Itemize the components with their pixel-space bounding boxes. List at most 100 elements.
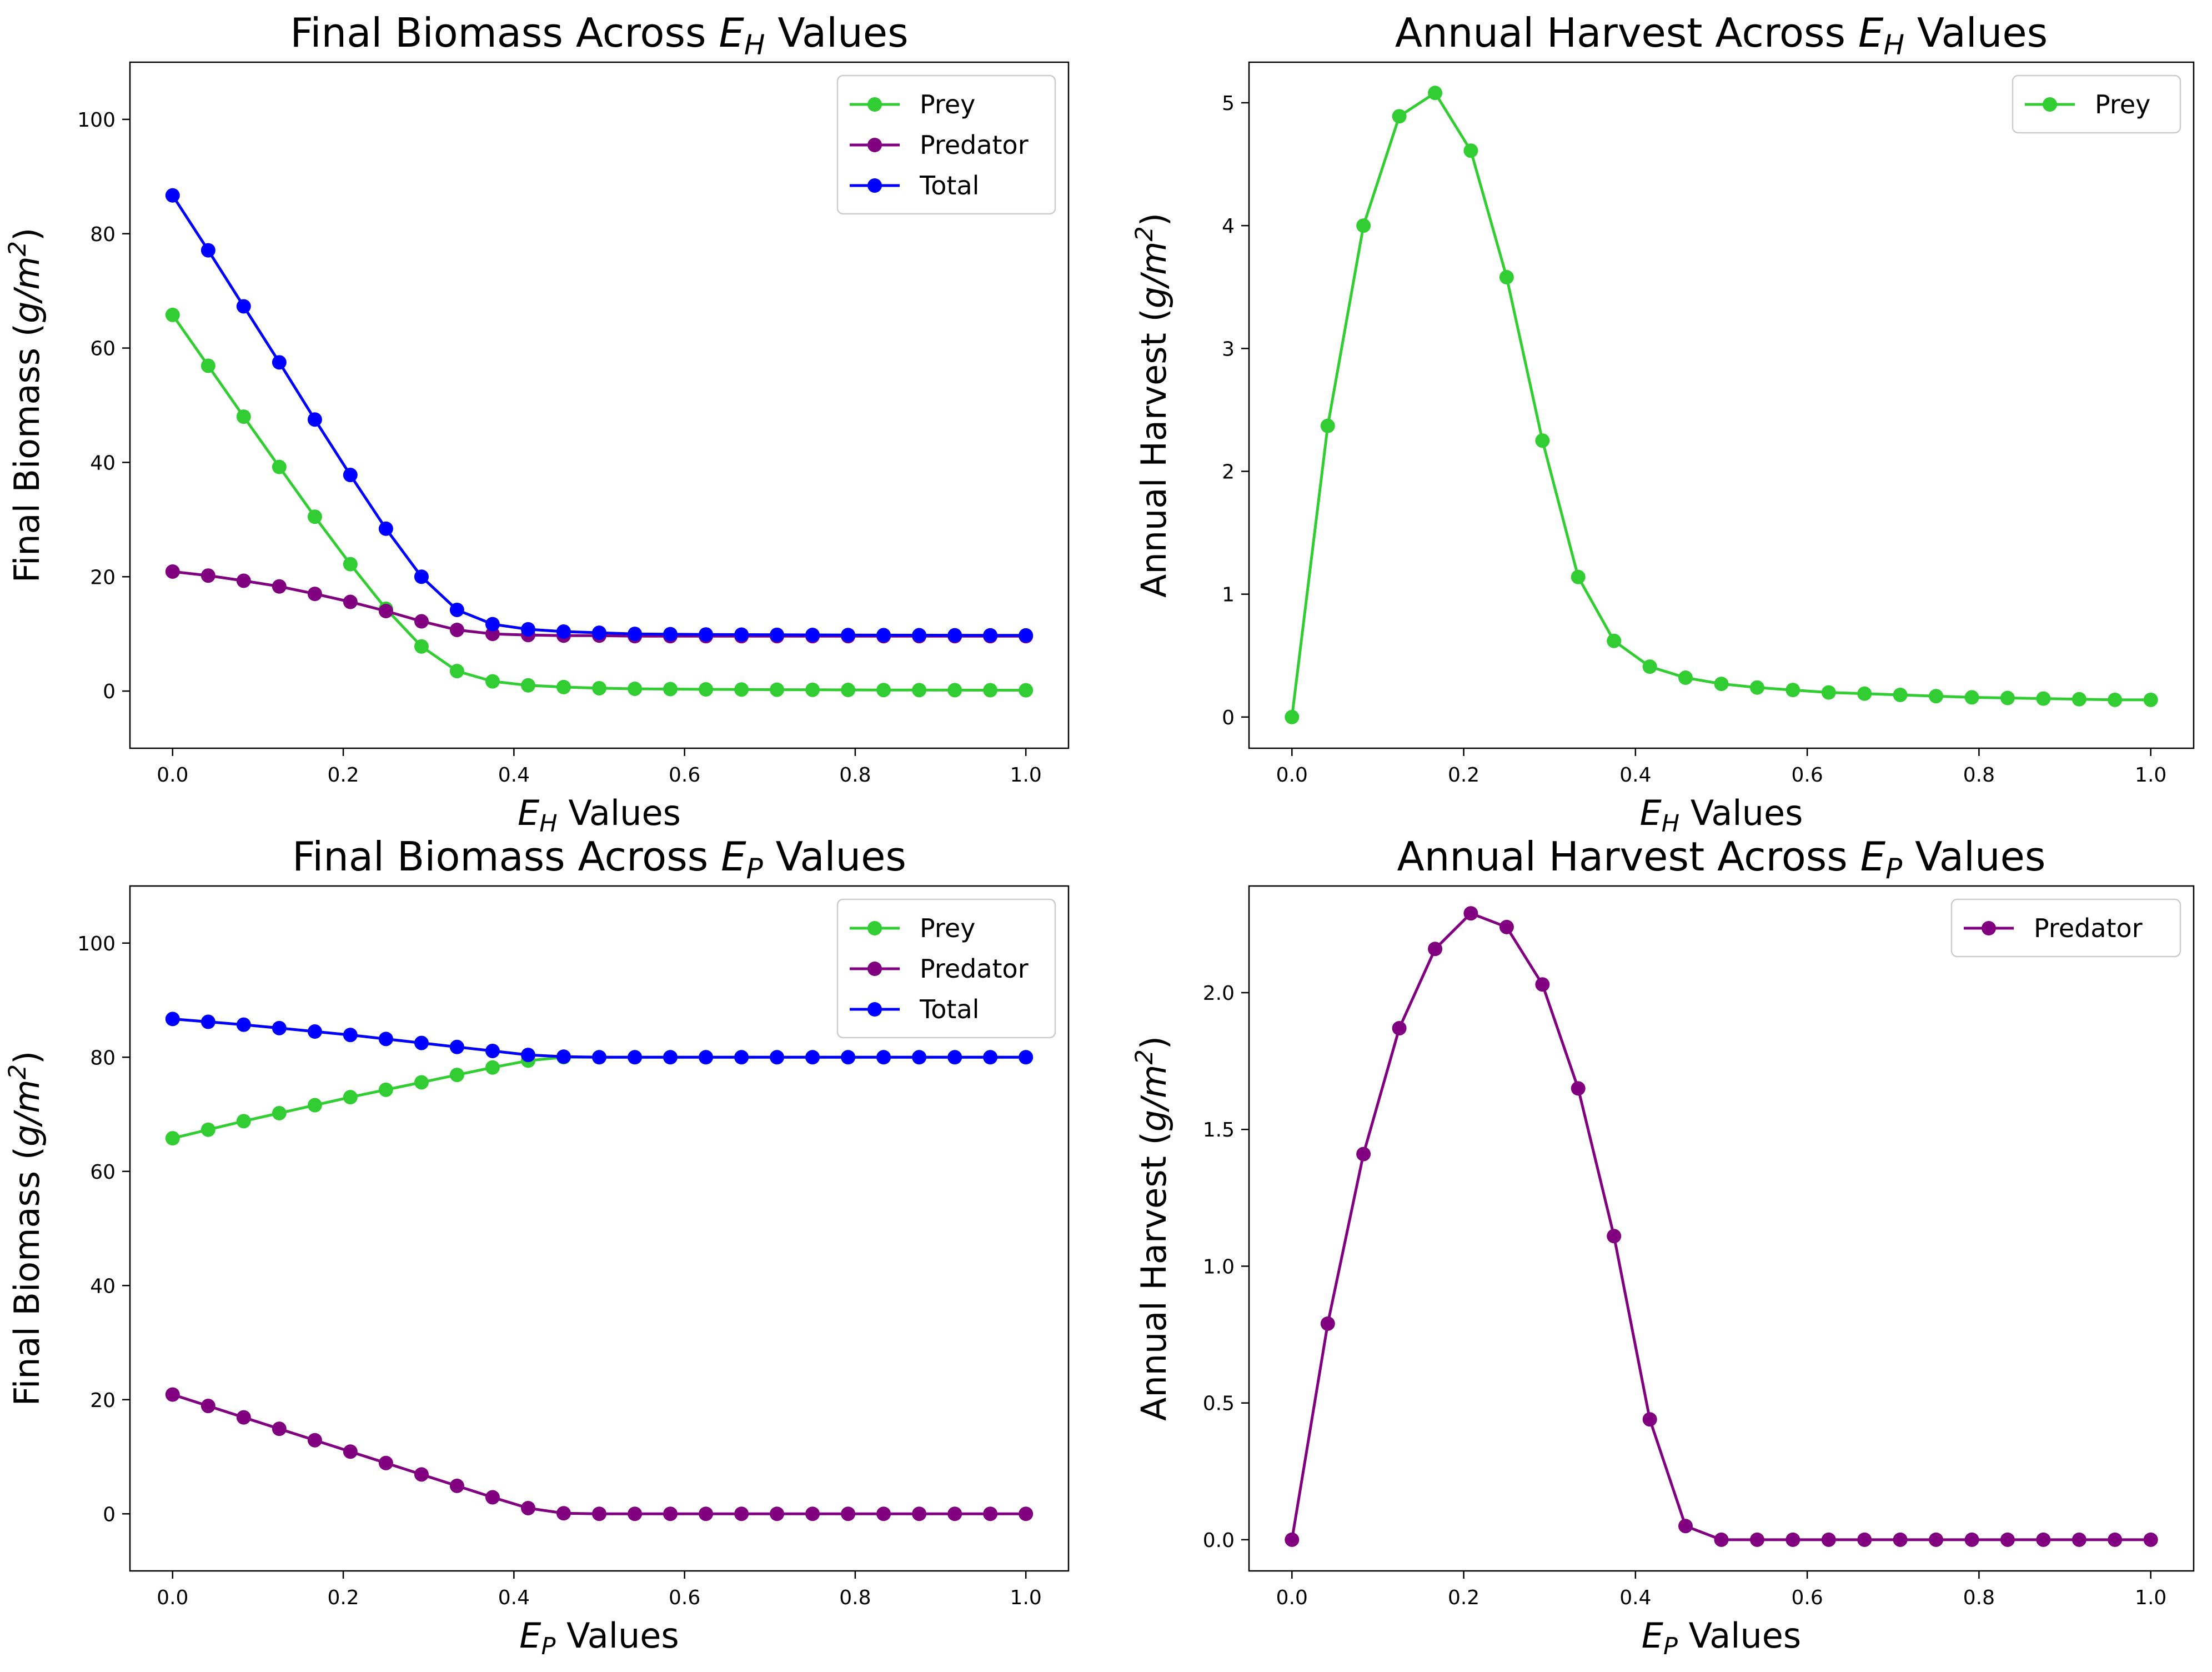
data-point — [200, 568, 215, 583]
legend-entry-predator: Predator — [920, 954, 1029, 984]
x-tick-label: 0.8 — [1963, 764, 1995, 787]
data-point — [805, 1050, 820, 1065]
x-tick-label: 0.6 — [669, 764, 700, 787]
data-point — [200, 358, 215, 373]
data-point — [699, 1506, 714, 1521]
legend-entry-prey: Prey — [920, 913, 975, 943]
legend-entry-predator: Predator — [920, 130, 1029, 160]
x-tick-label: 0.6 — [1792, 764, 1823, 787]
legend-box — [2012, 74, 2181, 134]
data-point — [165, 1012, 180, 1027]
series-predator — [1285, 906, 2158, 1547]
data-point — [699, 1050, 714, 1065]
x-tick-label: 0.4 — [1619, 764, 1651, 787]
data-point — [912, 683, 927, 698]
data-point — [663, 627, 678, 642]
data-point — [272, 579, 287, 594]
data-point — [200, 1399, 215, 1414]
y-tick-label: 2 — [1222, 460, 1235, 483]
data-point — [699, 682, 714, 697]
data-point — [947, 683, 962, 698]
legend: Prey Predator Total — [836, 74, 1056, 215]
y-tick-label: 80 — [90, 1047, 116, 1069]
data-point — [983, 628, 998, 643]
data-point — [805, 628, 820, 643]
x-tick-label: 0.6 — [1792, 1586, 1823, 1609]
plot-area — [1248, 885, 2195, 1572]
data-point — [449, 1068, 464, 1083]
data-point — [1857, 1532, 1872, 1547]
y-axis-label: Annual Harvest (g/m2) — [1131, 213, 1174, 598]
data-point — [2071, 692, 2086, 707]
plot-area — [1248, 61, 2195, 749]
y-tick-label: 40 — [90, 452, 116, 474]
data-point — [378, 1455, 393, 1470]
data-point — [556, 1049, 571, 1064]
data-point — [663, 1506, 678, 1521]
x-tick-label: 1.0 — [1010, 1586, 1042, 1609]
y-tick-label: 0 — [103, 680, 116, 703]
y-tick-label: 100 — [77, 933, 116, 955]
legend-box — [836, 74, 1056, 215]
legend-entry-prey: Prey — [920, 89, 975, 119]
data-point — [1320, 418, 1335, 433]
data-point — [521, 1500, 536, 1515]
legend-swatch-marker — [867, 138, 882, 152]
data-point — [734, 1050, 749, 1065]
data-point — [1929, 689, 1944, 704]
legend-box — [1950, 898, 2181, 958]
data-point — [485, 617, 500, 632]
chart-panel-biomass_ep: 0.0 0.2 0.4 0.6 0.8 1.0 0 20 40 60 80 100 Final Biom… — [4, 833, 1070, 1660]
y-tick-label: 0.5 — [1203, 1393, 1235, 1415]
data-point — [734, 1506, 749, 1521]
data-point — [1964, 1532, 1979, 1547]
data-point — [307, 1024, 322, 1039]
data-point — [1285, 1532, 1300, 1547]
data-point — [841, 1506, 856, 1521]
chart-title: Final Biomass Across EP Values — [292, 833, 906, 885]
legend-box — [836, 898, 1056, 1039]
data-point — [556, 679, 571, 694]
data-point — [2108, 1532, 2123, 1547]
data-point — [307, 1098, 322, 1113]
series-prey — [1285, 86, 2158, 724]
data-point — [770, 682, 785, 697]
data-point — [1714, 677, 1729, 692]
data-point — [272, 1105, 287, 1120]
x-tick-label: 0.0 — [1276, 764, 1308, 787]
data-point — [449, 602, 464, 617]
data-point — [663, 682, 678, 697]
y-tick-label: 3 — [1222, 338, 1235, 361]
data-point — [343, 1444, 358, 1459]
data-point — [2036, 691, 2051, 706]
data-point — [1642, 659, 1657, 674]
data-point — [1785, 683, 1800, 698]
data-point — [1571, 569, 1586, 584]
data-point — [556, 1506, 571, 1521]
x-tick-label: 0.4 — [498, 764, 530, 787]
legend: Predator — [1950, 898, 2181, 958]
x-tick-label: 0.0 — [157, 1586, 188, 1609]
data-point — [1019, 1050, 1034, 1065]
data-point — [592, 625, 606, 640]
data-point — [1893, 1532, 1908, 1547]
x-tick-label: 0.4 — [498, 1586, 530, 1609]
data-point — [236, 299, 251, 314]
data-point — [2036, 1532, 2051, 1547]
y-tick-label: 4 — [1222, 215, 1235, 238]
y-axis-label: Annual Harvest (g/m2) — [1131, 1036, 1174, 1421]
data-point — [805, 682, 820, 697]
x-tick-label: 0.8 — [839, 1586, 871, 1609]
data-point — [272, 459, 287, 474]
data-point — [1019, 1506, 1034, 1521]
data-point — [770, 1050, 785, 1065]
y-tick-label: 80 — [90, 223, 116, 246]
x-axis-label: EP Values — [1642, 1615, 1801, 1660]
y-tick-label: 1 — [1222, 584, 1235, 607]
data-point — [414, 1075, 429, 1090]
data-point — [841, 683, 856, 698]
data-point — [307, 587, 322, 602]
data-point — [449, 664, 464, 679]
data-point — [592, 1050, 606, 1065]
data-point — [307, 412, 322, 427]
